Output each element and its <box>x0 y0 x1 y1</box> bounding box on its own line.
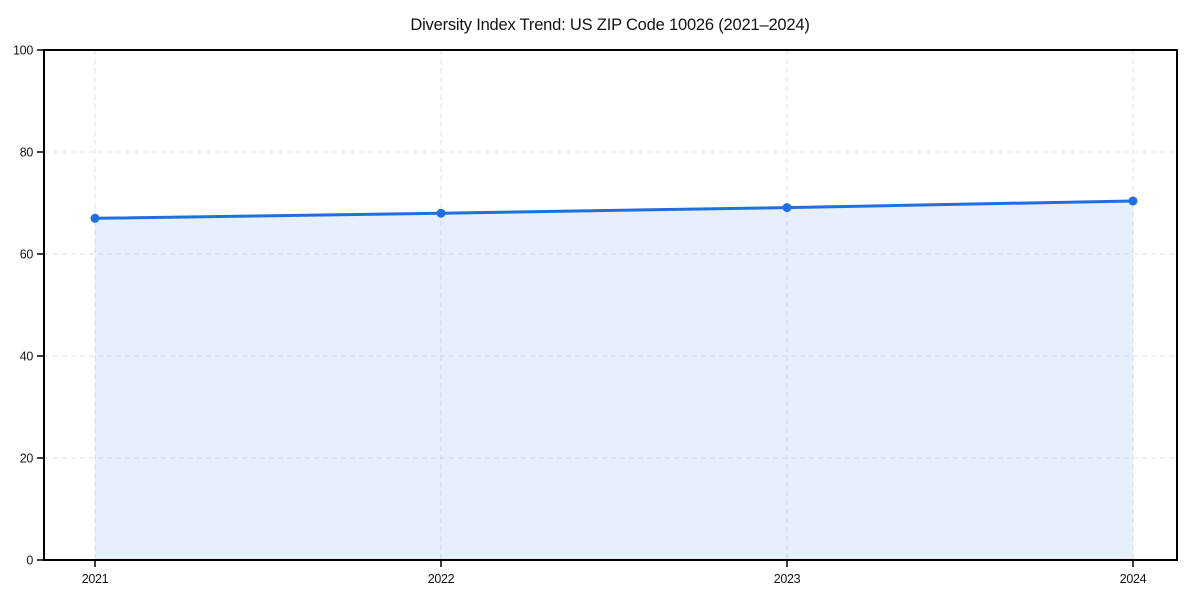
y-tick-label-20: 20 <box>20 452 34 466</box>
data-point-2022 <box>436 208 446 218</box>
trend-line <box>93 199 1135 220</box>
y-tick-label-0: 0 <box>26 554 33 568</box>
plot-border <box>43 49 1178 561</box>
area-fill <box>95 200 1133 560</box>
y-tick-label-40: 40 <box>20 350 34 364</box>
x-tick-label-2021: 2021 <box>82 572 109 586</box>
x-tick-label-2024: 2024 <box>1120 572 1147 586</box>
y-tick-label-100: 100 <box>13 44 33 58</box>
x-tick-label-2022: 2022 <box>428 572 455 586</box>
y-tick-label-60: 60 <box>20 248 34 262</box>
chart-title: Diversity Index Trend: US ZIP Code 10026… <box>410 16 809 34</box>
y-tick-label-80: 80 <box>20 146 34 160</box>
data-point-2024 <box>1128 196 1138 206</box>
x-tick-label-2023: 2023 <box>774 572 801 586</box>
data-point-2023 <box>782 203 792 213</box>
data-point-2021 <box>90 213 100 223</box>
